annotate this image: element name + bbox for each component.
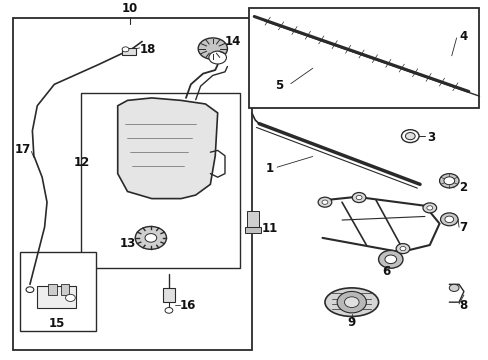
Text: 4: 4 <box>458 30 467 42</box>
Text: 10: 10 <box>122 2 138 15</box>
Bar <box>122 48 136 55</box>
Ellipse shape <box>325 288 378 316</box>
Circle shape <box>395 244 409 253</box>
Circle shape <box>145 234 157 242</box>
Bar <box>244 227 260 233</box>
Circle shape <box>444 216 453 222</box>
Circle shape <box>440 213 457 226</box>
Circle shape <box>439 174 458 188</box>
Circle shape <box>135 226 166 249</box>
Text: 17: 17 <box>15 143 31 156</box>
Text: 15: 15 <box>48 317 65 330</box>
Circle shape <box>351 193 365 203</box>
Text: 14: 14 <box>224 35 241 48</box>
Text: 11: 11 <box>262 222 278 235</box>
Circle shape <box>344 297 358 307</box>
Circle shape <box>399 247 405 251</box>
Text: 13: 13 <box>120 237 136 250</box>
Bar <box>13 18 251 350</box>
Text: 9: 9 <box>347 316 355 329</box>
Text: 1: 1 <box>265 162 273 175</box>
Text: 18: 18 <box>140 43 156 56</box>
Text: 12: 12 <box>74 156 90 170</box>
Text: 3: 3 <box>427 131 435 144</box>
Bar <box>246 211 258 227</box>
Bar <box>81 93 239 268</box>
Bar <box>162 288 175 302</box>
Circle shape <box>318 197 331 207</box>
Circle shape <box>443 177 454 185</box>
Circle shape <box>336 292 366 313</box>
Text: 5: 5 <box>275 78 283 91</box>
Circle shape <box>164 307 172 313</box>
Circle shape <box>322 200 327 204</box>
Circle shape <box>208 51 226 64</box>
Bar <box>61 284 69 295</box>
Text: 7: 7 <box>458 221 466 234</box>
Circle shape <box>26 287 34 293</box>
Bar <box>20 252 96 331</box>
Circle shape <box>384 255 396 264</box>
Bar <box>37 286 76 307</box>
Circle shape <box>426 206 432 210</box>
Polygon shape <box>118 98 217 199</box>
Circle shape <box>448 284 458 292</box>
Text: 6: 6 <box>381 265 389 278</box>
Circle shape <box>405 132 414 140</box>
Text: 8: 8 <box>458 298 467 311</box>
Circle shape <box>378 251 402 268</box>
Bar <box>249 8 478 108</box>
Circle shape <box>198 38 227 59</box>
Bar <box>48 284 57 295</box>
Circle shape <box>422 203 436 213</box>
Text: 16: 16 <box>180 298 196 311</box>
Circle shape <box>65 294 75 301</box>
Circle shape <box>355 195 361 200</box>
Text: 2: 2 <box>458 181 466 194</box>
Circle shape <box>122 47 129 52</box>
Circle shape <box>401 130 418 143</box>
